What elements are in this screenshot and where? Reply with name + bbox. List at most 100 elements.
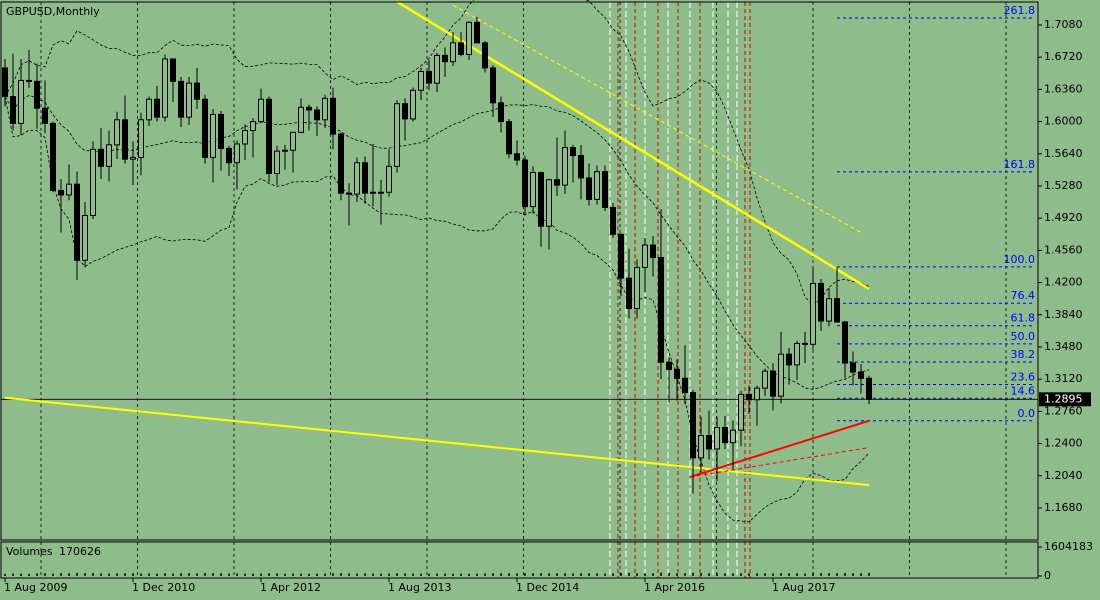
candle-body: [322, 97, 328, 121]
candle-body: [90, 148, 96, 217]
candle-body: [346, 192, 352, 195]
y-tick-label: 1.4200: [1044, 276, 1083, 289]
candle-body: [106, 144, 112, 167]
volume-tick-label: 1604183: [1044, 540, 1093, 553]
candle-body: [426, 70, 432, 84]
candle-body: [690, 392, 696, 459]
candle-body: [194, 82, 200, 100]
y-tick-label: 1.2040: [1044, 469, 1083, 482]
candle-body: [626, 277, 632, 310]
trendline: [396, 0, 870, 290]
candle-body: [602, 171, 608, 208]
x-tick-label: 1 Apr 2012: [260, 581, 321, 594]
candle-body: [186, 82, 192, 118]
candle-body: [498, 102, 504, 123]
candle-body: [714, 426, 720, 450]
y-tick-label: 1.6000: [1044, 115, 1083, 128]
fibo-label: 161.8: [1004, 158, 1036, 171]
bollinger-band: [4, 94, 870, 390]
fibo-label: 50.0: [1011, 330, 1036, 343]
candle-body: [610, 206, 616, 235]
y-tick-label: 1.3840: [1044, 308, 1083, 321]
candle-body: [642, 244, 648, 268]
candle-body: [386, 165, 392, 193]
candle-body: [738, 393, 744, 431]
bollinger-band: [4, 0, 870, 306]
candle-body: [338, 133, 344, 194]
candle-body: [210, 113, 216, 158]
candle-body: [474, 21, 480, 44]
candle-body: [434, 54, 440, 84]
candle-body: [18, 79, 24, 124]
volume-last: 170626: [59, 545, 101, 558]
y-tick-label: 1.4560: [1044, 243, 1083, 256]
y-tick-label: 1.6720: [1044, 50, 1083, 63]
candle-body: [410, 89, 416, 120]
candle-body: [682, 377, 688, 394]
candle-body: [858, 371, 864, 379]
candle-body: [362, 162, 368, 194]
candle-body: [58, 189, 64, 196]
candle-body: [698, 435, 704, 459]
candle-body: [234, 143, 240, 164]
candle-body: [450, 42, 456, 63]
candle-body: [290, 131, 296, 151]
trendline: [4, 396, 870, 487]
fibo-label: 23.6: [1011, 370, 1036, 383]
candle-body: [258, 98, 264, 123]
candle-body: [2, 67, 8, 98]
trendline: [689, 419, 870, 478]
candle-body: [746, 393, 752, 401]
candle-body: [810, 282, 816, 345]
candle-body: [706, 435, 712, 450]
fibo-label: 38.2: [1011, 348, 1036, 361]
candle-body: [506, 121, 512, 155]
candle-body: [730, 429, 736, 444]
candle-body: [202, 98, 208, 158]
x-tick-label: 1 Apr 2016: [644, 581, 705, 594]
candle-body: [618, 233, 624, 279]
candle-body: [26, 79, 32, 82]
candle-body: [762, 370, 768, 389]
candle-body: [570, 147, 576, 157]
fibo-label: 14.6: [1011, 384, 1036, 397]
candle-body: [282, 149, 288, 152]
candle-body: [866, 377, 872, 400]
candle-body: [162, 58, 168, 118]
candle-body: [794, 342, 800, 366]
y-tick-label: 1.7080: [1044, 18, 1083, 31]
trendline: [689, 447, 870, 478]
candle-body: [418, 70, 424, 91]
candle-body: [546, 179, 552, 227]
y-tick-label: 1.3120: [1044, 372, 1083, 385]
candle-body: [826, 298, 832, 322]
trendline: [452, 4, 862, 233]
candle-body: [786, 353, 792, 366]
candle-body: [850, 362, 856, 373]
x-tick-label: 1 Dec 2010: [132, 581, 195, 594]
candle-body: [10, 96, 16, 124]
candle-body: [130, 156, 136, 160]
fibo-label: 76.4: [1011, 289, 1036, 302]
candle-body: [114, 119, 120, 146]
volume-panel-border: [0, 541, 1039, 579]
main-panel-border: [0, 1, 1039, 541]
candle-body: [530, 172, 536, 208]
last-price-box: [1039, 392, 1091, 407]
y-tick-label: 1.5280: [1044, 179, 1083, 192]
candle-body: [522, 159, 528, 208]
candle-body: [50, 122, 56, 191]
candle-body: [562, 147, 568, 186]
candle-body: [754, 387, 760, 401]
candle-body: [146, 98, 152, 121]
fibo-label: 61.8: [1011, 312, 1036, 325]
chart-title: GBPUSD,Monthly: [6, 5, 100, 18]
candle-body: [554, 179, 560, 186]
candle-body: [66, 183, 72, 196]
candle-body: [178, 80, 184, 118]
candle-body: [354, 162, 360, 195]
bollinger-band: [4, 96, 870, 523]
volume-tick-label: 0: [1044, 569, 1051, 582]
candle-body: [42, 107, 48, 124]
candle-body: [442, 54, 448, 63]
